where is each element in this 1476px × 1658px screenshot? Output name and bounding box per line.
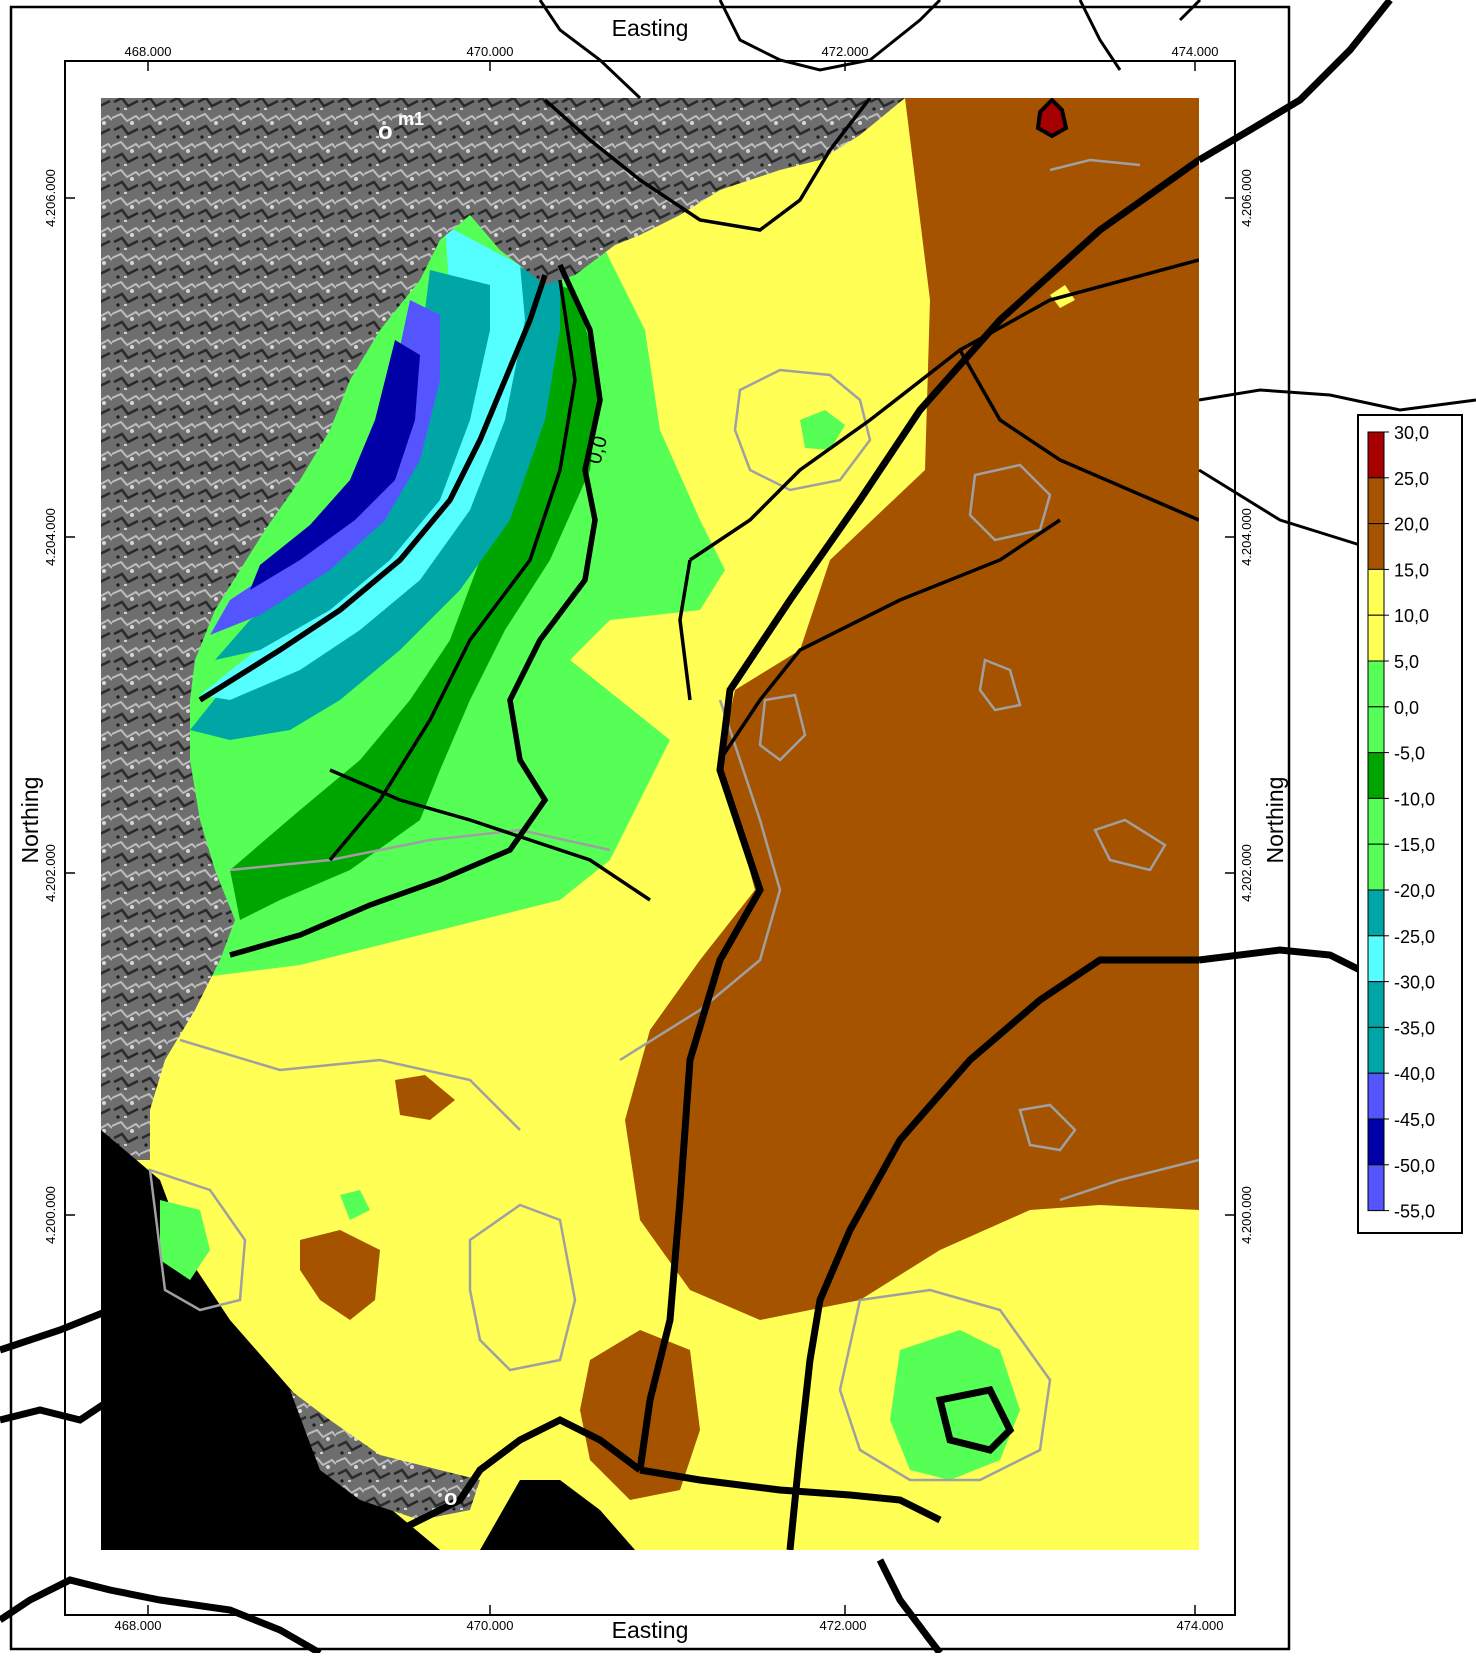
- x-tick-bottom-3: 472.000: [820, 1618, 867, 1633]
- y-tick-right-4: 4.200.000: [1239, 1186, 1254, 1244]
- zone-dark-red: [1035, 98, 1069, 139]
- zone-green-island-4: [890, 1330, 1020, 1480]
- legend-label: -10,0: [1394, 789, 1435, 809]
- zone-brown-island-1: [395, 1075, 455, 1120]
- legend-label: -50,0: [1394, 1156, 1435, 1176]
- legend-label: 5,0: [1394, 652, 1419, 672]
- zone-brown-island-3: [580, 1330, 700, 1500]
- legend-swatch: [1367, 706, 1385, 754]
- x-tick-bottom-1: 468.000: [115, 1618, 162, 1633]
- legend-swatch: [1367, 752, 1385, 799]
- map-area: [101, 98, 1199, 1550]
- y-tick-right-2: 4.204.000: [1239, 508, 1254, 566]
- zone-green-island-2: [340, 1190, 370, 1220]
- legend-label: -40,0: [1394, 1064, 1435, 1084]
- x-tick-bottom-2: 470.000: [467, 1618, 514, 1633]
- legend-label: -35,0: [1394, 1018, 1435, 1038]
- legend-swatch: [1367, 660, 1385, 708]
- zone-green-island-3: [160, 1200, 210, 1280]
- y-tick-right-3: 4.202.000: [1239, 844, 1254, 902]
- legend-swatch: [1367, 1118, 1385, 1166]
- legend-swatch: [1367, 568, 1385, 616]
- x-tick-labels: 468.000 470.000 472.000 474.000 468.000 …: [115, 44, 1224, 1633]
- axis-title-left: Northing: [17, 777, 43, 864]
- legend-swatches: [1367, 431, 1385, 1212]
- y-tick-right-1: 4.206.000: [1239, 169, 1254, 227]
- legend-swatch: [1367, 523, 1385, 570]
- zone-brown-island-2: [300, 1230, 380, 1320]
- legend-label: -55,0: [1394, 1202, 1435, 1222]
- roads: [328, 98, 1199, 902]
- x-tick-top-3: 472.000: [822, 44, 869, 59]
- legend-swatch: [1367, 431, 1385, 479]
- legend-label: 0,0: [1394, 698, 1419, 718]
- axis-title-right: Northing: [1262, 777, 1288, 864]
- x-tick-top-4: 474.000: [1172, 44, 1219, 59]
- y-tick-left-2: 4.204.000: [43, 508, 58, 566]
- legend-swatch: [1367, 1072, 1385, 1120]
- legend-label: -25,0: [1394, 927, 1435, 947]
- legend-swatch: [1367, 797, 1385, 845]
- axis-title-bottom: Easting: [612, 1617, 689, 1643]
- legend-label: -5,0: [1394, 744, 1425, 764]
- legend-label: -30,0: [1394, 973, 1435, 993]
- legend-labels: 30,0 25,0 20,0 15,0 10,0 5,0 0,0 -5,0 -10,0 -15,0…: [1384, 423, 1435, 1222]
- y-tick-left-4: 4.200.000: [43, 1186, 58, 1244]
- legend-label: 15,0: [1394, 560, 1429, 580]
- legend-swatch: [1367, 889, 1385, 937]
- legend-swatch: [1367, 1026, 1385, 1074]
- contour-lines-black: [198, 263, 603, 958]
- legend-swatch: [1367, 477, 1385, 525]
- legend: 30,0 25,0 20,0 15,0 10,0 5,0 0,0 -5,0 -10,0 -15,0…: [1357, 414, 1463, 1234]
- axis-title-top: Easting: [612, 15, 689, 41]
- y-tick-left-1: 4.206.000: [43, 169, 58, 227]
- legend-label: -15,0: [1394, 835, 1435, 855]
- legend-label: 30,0: [1394, 423, 1429, 443]
- highways-outside: [0, 0, 1393, 1657]
- legend-swatch: [1367, 843, 1385, 891]
- y-tick-left-3: 4.202.000: [43, 844, 58, 902]
- x-tick-top-1: 468.000: [125, 44, 172, 59]
- terrain-overlay-south: [290, 1390, 480, 1520]
- zone-navy: [250, 340, 420, 590]
- terrain-overlay-north: [101, 98, 905, 1160]
- land-black-s: [480, 1480, 635, 1550]
- legend-swatch: [1367, 614, 1385, 662]
- tick-marks: [65, 61, 1235, 1615]
- x-tick-top-2: 470.000: [467, 44, 514, 59]
- y-tick-labels: 4.206.000 4.204.000 4.202.000 4.200.000 …: [43, 169, 1254, 1244]
- legend-label: -45,0: [1394, 1110, 1435, 1130]
- land-black-sw: [101, 1130, 440, 1550]
- legend-swatch: [1367, 935, 1385, 983]
- x-tick-bottom-4: 474.000: [1177, 1618, 1224, 1633]
- legend-label: 10,0: [1394, 606, 1429, 626]
- zone-green-island-1: [800, 410, 845, 450]
- zone-cyan: [200, 225, 525, 700]
- legend-label: 20,0: [1394, 515, 1429, 535]
- legend-swatch: [1367, 1164, 1385, 1212]
- well-marker-icon-south: o: [444, 1485, 457, 1510]
- contour-lines-grey: [148, 158, 1199, 1482]
- well-marker-icon: o: [378, 118, 393, 145]
- highways: [378, 157, 1199, 1550]
- well-label: m1: [398, 109, 424, 129]
- legend-label: -20,0: [1394, 881, 1435, 901]
- legend-swatch: [1367, 981, 1385, 1028]
- roads-outside: [538, 0, 1476, 547]
- legend-label: 25,0: [1394, 469, 1429, 489]
